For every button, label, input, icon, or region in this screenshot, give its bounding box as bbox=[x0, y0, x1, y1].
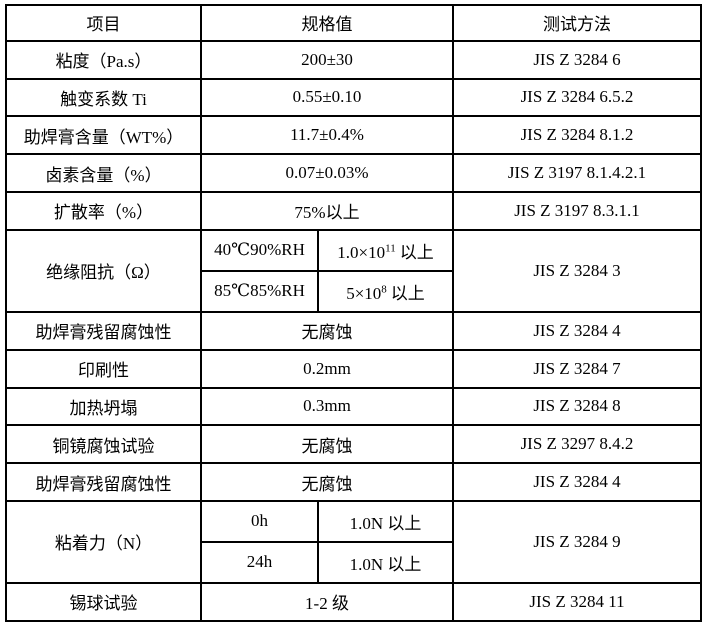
spec-cell: 11.7±0.4% bbox=[200, 115, 454, 156]
spec-value-suffix: 以上 bbox=[399, 242, 434, 262]
spec-cell: 无腐蚀 bbox=[200, 310, 454, 351]
item-cell: 卤素含量（%） bbox=[5, 153, 202, 194]
method-cell: JIS Z 3297 8.4.2 bbox=[452, 424, 702, 465]
spec-cell: 1-2 级 bbox=[200, 581, 454, 623]
header-spec: 规格值 bbox=[200, 4, 454, 42]
method-cell: JIS Z 3284 7 bbox=[452, 348, 702, 389]
item-cell: 加热坍塌 bbox=[5, 386, 202, 427]
spec-value-base: 1.0×10 bbox=[337, 242, 386, 262]
table-row: 助焊膏残留腐蚀性 无腐蚀 JIS Z 3284 4 bbox=[5, 462, 702, 502]
method-cell: JIS Z 3284 8.1.2 bbox=[452, 115, 702, 156]
table-row: 扩散率（%） 75%以上 JIS Z 3197 8.3.1.1 bbox=[5, 191, 702, 231]
condition-cell: 85℃85%RH bbox=[200, 269, 319, 313]
header-item: 项目 bbox=[5, 4, 202, 42]
spec-cell: 1.0N 以上 bbox=[317, 499, 454, 543]
method-cell: JIS Z 3284 3 bbox=[452, 228, 702, 313]
item-cell: 印刷性 bbox=[5, 348, 202, 389]
method-cell: JIS Z 3284 4 bbox=[452, 310, 702, 351]
condition-cell: 40℃90%RH bbox=[200, 228, 319, 272]
spec-cell: 5×108 以上 bbox=[317, 269, 454, 313]
item-cell: 锡球试验 bbox=[5, 581, 202, 623]
method-cell: JIS Z 3284 11 bbox=[452, 581, 702, 623]
spec-cell: 75%以上 bbox=[200, 191, 454, 231]
method-cell: JIS Z 3284 8 bbox=[452, 386, 702, 427]
item-cell: 铜镜腐蚀试验 bbox=[5, 424, 202, 465]
spec-value-exponent: 8 bbox=[381, 283, 387, 296]
spec-cell: 1.0×1011 以上 bbox=[317, 228, 454, 272]
specification-table: 项目 规格值 测试方法 粘度（Pa.s） 200±30 JIS Z 3284 6… bbox=[5, 4, 702, 623]
table-row: 印刷性 0.2mm JIS Z 3284 7 bbox=[5, 348, 702, 389]
item-cell: 助焊膏残留腐蚀性 bbox=[5, 462, 202, 502]
spec-cell: 无腐蚀 bbox=[200, 462, 454, 502]
header-method: 测试方法 bbox=[452, 4, 702, 42]
method-cell: JIS Z 3197 8.1.4.2.1 bbox=[452, 153, 702, 194]
spec-cell: 无腐蚀 bbox=[200, 424, 454, 465]
spec-cell: 0.3mm bbox=[200, 386, 454, 427]
table-sub-row: 24h 1.0N 以上 bbox=[6, 540, 701, 584]
spec-value-exponent: 11 bbox=[385, 242, 396, 255]
table-row: 助焊膏含量（WT%） 11.7±0.4% JIS Z 3284 8.1.2 bbox=[5, 115, 702, 156]
spec-value-base: 5×10 bbox=[346, 283, 382, 303]
method-cell: JIS Z 3284 9 bbox=[452, 499, 702, 584]
spec-value-suffix: 以上 bbox=[390, 283, 425, 303]
table-row: 加热坍塌 0.3mm JIS Z 3284 8 bbox=[5, 386, 702, 427]
method-cell: JIS Z 3284 6 bbox=[452, 39, 702, 80]
spec-cell: 200±30 bbox=[200, 39, 454, 80]
spec-cell: 0.55±0.10 bbox=[200, 77, 454, 118]
table-row: 卤素含量（%） 0.07±0.03% JIS Z 3197 8.1.4.2.1 bbox=[5, 153, 702, 194]
spec-cell: 1.0N 以上 bbox=[317, 540, 454, 584]
item-cell: 绝缘阻抗（Ω） bbox=[5, 228, 202, 313]
table-row: 锡球试验 1-2 级 JIS Z 3284 11 bbox=[5, 581, 702, 623]
condition-cell: 24h bbox=[200, 540, 319, 584]
table-row: 触变系数 Ti 0.55±0.10 JIS Z 3284 6.5.2 bbox=[5, 77, 702, 118]
item-cell: 粘着力（N） bbox=[5, 499, 202, 584]
table-header-row: 项目 规格值 测试方法 bbox=[5, 4, 702, 42]
method-cell: JIS Z 3197 8.3.1.1 bbox=[452, 191, 702, 231]
item-cell: 粘度（Pa.s） bbox=[5, 39, 202, 80]
table-row: 助焊膏残留腐蚀性 无腐蚀 JIS Z 3284 4 bbox=[5, 310, 702, 351]
item-cell: 助焊膏残留腐蚀性 bbox=[5, 310, 202, 351]
table-row: 绝缘阻抗（Ω） 40℃90%RH 1.0×1011 以上 JIS Z 3284 3 bbox=[5, 228, 702, 313]
method-cell: JIS Z 3284 6.5.2 bbox=[452, 77, 702, 118]
item-cell: 触变系数 Ti bbox=[5, 77, 202, 118]
spec-cell: 0.07±0.03% bbox=[200, 153, 454, 194]
table-row: 粘度（Pa.s） 200±30 JIS Z 3284 6 bbox=[5, 39, 702, 80]
spec-cell: 0.2mm bbox=[200, 348, 454, 389]
table-row: 粘着力（N） 0h 1.0N 以上 JIS Z 3284 9 bbox=[5, 499, 702, 584]
table-sub-row: 85℃85%RH 5×108 以上 bbox=[6, 269, 701, 313]
item-cell: 扩散率（%） bbox=[5, 191, 202, 231]
condition-cell: 0h bbox=[200, 499, 319, 543]
item-cell: 助焊膏含量（WT%） bbox=[5, 115, 202, 156]
table-row: 铜镜腐蚀试验 无腐蚀 JIS Z 3297 8.4.2 bbox=[5, 424, 702, 465]
method-cell: JIS Z 3284 4 bbox=[452, 462, 702, 502]
